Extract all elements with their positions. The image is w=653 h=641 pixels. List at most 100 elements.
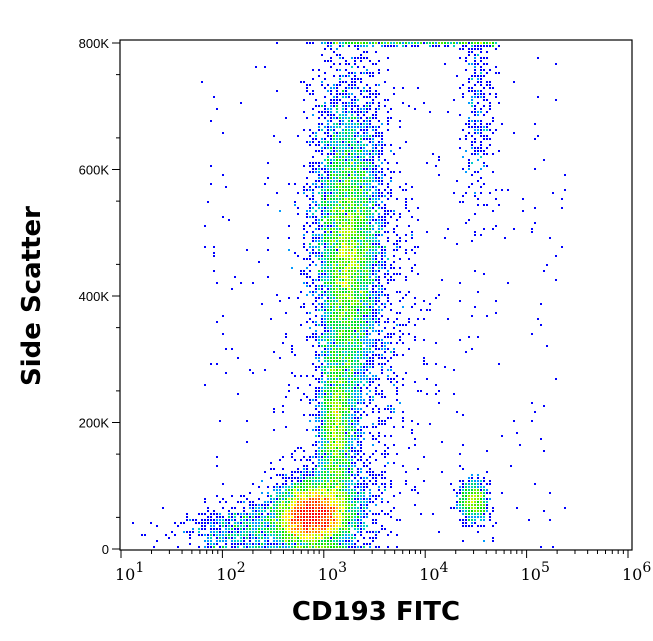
density-cell — [354, 228, 356, 230]
density-cell — [375, 222, 377, 224]
density-cell — [309, 264, 311, 266]
density-cell — [285, 546, 287, 548]
density-cell — [333, 51, 335, 53]
density-cell — [321, 192, 323, 194]
density-cell — [372, 537, 374, 539]
density-cell — [315, 150, 317, 152]
density-cell — [312, 501, 314, 503]
density-cell — [327, 489, 329, 491]
density-cell — [354, 165, 356, 167]
density-cell — [333, 207, 335, 209]
density-cell — [402, 306, 404, 308]
density-cell — [393, 249, 395, 251]
density-cell — [462, 510, 464, 512]
density-cell — [291, 540, 293, 542]
density-cell — [309, 255, 311, 257]
density-cell — [330, 171, 332, 173]
density-cell — [363, 249, 365, 251]
density-cell — [333, 246, 335, 248]
density-cell — [363, 543, 365, 545]
density-cell — [324, 312, 326, 314]
density-cell — [309, 336, 311, 338]
density-cell — [297, 513, 299, 515]
density-cell — [387, 462, 389, 464]
density-cell — [357, 66, 359, 68]
density-cell — [294, 483, 296, 485]
density-cell — [534, 168, 536, 170]
density-cell — [324, 243, 326, 245]
density-cell — [330, 153, 332, 155]
density-cell — [459, 507, 461, 509]
density-cell — [336, 420, 338, 422]
density-cell — [270, 510, 272, 512]
density-cell — [375, 342, 377, 344]
density-cell — [351, 234, 353, 236]
density-cell — [360, 498, 362, 500]
density-cell — [486, 138, 488, 140]
density-cell — [354, 339, 356, 341]
density-cell — [375, 252, 377, 254]
density-cell — [363, 465, 365, 467]
density-cell — [351, 201, 353, 203]
density-cell — [225, 546, 227, 548]
density-cell — [327, 255, 329, 257]
density-cell — [534, 411, 536, 413]
density-cell — [333, 156, 335, 158]
density-cell — [342, 162, 344, 164]
density-cell — [324, 483, 326, 485]
density-cell — [387, 120, 389, 122]
density-cell — [354, 294, 356, 296]
density-cell — [381, 354, 383, 356]
density-cell — [375, 51, 377, 53]
density-cell — [312, 471, 314, 473]
density-cell — [381, 150, 383, 152]
density-cell — [318, 294, 320, 296]
density-cell — [318, 144, 320, 146]
density-cell — [240, 519, 242, 521]
density-cell — [357, 165, 359, 167]
density-cell — [297, 531, 299, 533]
density-cell — [360, 345, 362, 347]
density-cell — [327, 210, 329, 212]
density-cell — [333, 162, 335, 164]
density-cell — [276, 531, 278, 533]
density-cell — [303, 513, 305, 515]
density-cell — [369, 384, 371, 386]
density-cell — [351, 135, 353, 137]
density-cell — [375, 243, 377, 245]
density-cell — [303, 492, 305, 494]
density-cell — [348, 45, 350, 47]
density-cell — [366, 159, 368, 161]
density-cell — [351, 57, 353, 59]
density-cell — [372, 255, 374, 257]
density-cell — [375, 504, 377, 506]
density-cell — [318, 324, 320, 326]
density-cell — [333, 441, 335, 443]
density-cell — [360, 390, 362, 392]
density-cell — [474, 93, 476, 95]
density-cell — [330, 522, 332, 524]
density-cell — [363, 87, 365, 89]
density-cell — [366, 459, 368, 461]
density-cell — [375, 132, 377, 134]
density-cell — [333, 273, 335, 275]
density-cell — [336, 249, 338, 251]
density-cell — [333, 138, 335, 140]
density-cell — [330, 498, 332, 500]
density-cell — [369, 234, 371, 236]
density-cell — [438, 42, 440, 44]
density-cell — [357, 273, 359, 275]
density-cell — [300, 510, 302, 512]
density-cell — [336, 333, 338, 335]
density-cell — [267, 513, 269, 515]
density-cell — [327, 309, 329, 311]
density-cell — [363, 282, 365, 284]
density-cell — [351, 306, 353, 308]
density-cell — [387, 279, 389, 281]
density-cell — [321, 477, 323, 479]
density-cell — [480, 156, 482, 158]
density-cell — [378, 441, 380, 443]
density-cell — [399, 171, 401, 173]
density-cell — [318, 396, 320, 398]
density-cell — [330, 546, 332, 548]
